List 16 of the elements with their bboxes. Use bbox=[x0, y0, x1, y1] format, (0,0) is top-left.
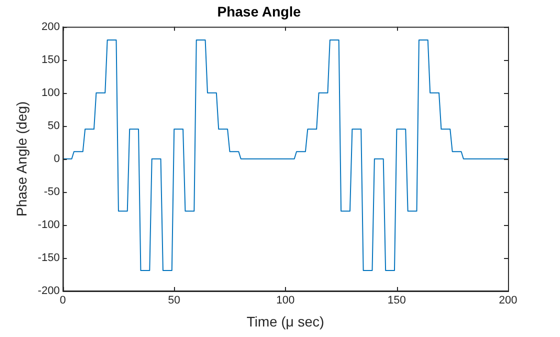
x-axis-title: Time (μ sec) bbox=[246, 313, 324, 330]
chart-title: Phase Angle bbox=[217, 3, 301, 20]
y-tick-label: -150 bbox=[38, 252, 60, 264]
y-tick-label: -50 bbox=[44, 186, 60, 198]
y-tick-label: 100 bbox=[41, 86, 60, 99]
y-tick-label: -200 bbox=[38, 285, 60, 298]
x-tick-label: 150 bbox=[388, 294, 406, 307]
y-tick-label: 0 bbox=[54, 152, 60, 165]
x-tick-label: 50 bbox=[168, 294, 180, 307]
x-tick-label: 100 bbox=[276, 294, 295, 307]
y-tick-label: -100 bbox=[38, 218, 60, 231]
y-tick-label: 200 bbox=[41, 20, 60, 33]
x-tick-label: 200 bbox=[498, 294, 518, 307]
y-tick-label: 150 bbox=[41, 54, 60, 66]
y-axis-title: Phase Angle (deg) bbox=[13, 101, 30, 216]
y-tick-label: 50 bbox=[48, 120, 60, 132]
